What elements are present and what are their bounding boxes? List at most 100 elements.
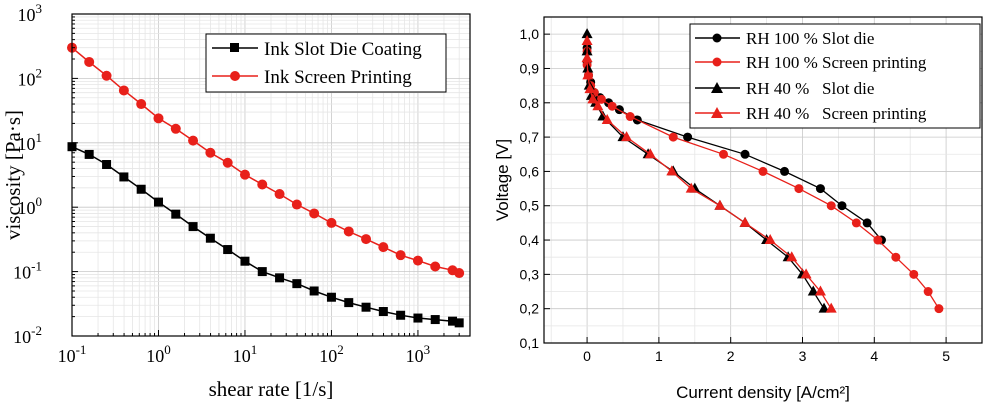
legend-label-rh40-screen: RH 40 % Screen printing [746,104,927,123]
viscosity-point-slot-die [344,298,354,308]
legend-marker-rh40-screen [711,107,723,118]
polarization-point-circle [873,235,883,245]
viscosity-point-screen-printing [84,56,95,67]
polarization-point-triangle [764,234,776,245]
viscosity-point-slot-die [119,172,129,182]
polarization-ticks: 0 1 2 3 4 5 0,1 0,2 0,3 0,4 0,5 0,6 0,7 0,8 0,9 1,0 [520,26,951,364]
polarization-point-triangle [582,69,594,80]
legend-label-slot-die: Ink Slot Die Coating [264,39,422,60]
viscosity-point-screen-printing [239,169,250,180]
legend-marker-rh40-slot [711,82,723,93]
viscosity-point-screen-printing [412,255,423,266]
polarization-y-tick-label: 1,0 [520,26,540,42]
polarization-point-triangle [814,285,826,296]
viscosity-y-tick-label: 10-1 [13,259,42,283]
polarization-point-circle [923,287,933,297]
viscosity-grid [71,14,471,337]
viscosity-x-axis-title: shear rate [1/s] [209,377,334,401]
viscosity-point-slot-die [84,149,94,159]
polarization-x-tick-label: 3 [799,348,807,364]
polarization-x-axis-title: Current density [A/cm²] [676,383,850,402]
viscosity-point-slot-die [205,233,215,243]
viscosity-point-screen-printing [343,226,354,237]
polarization-y-tick-label: 0,2 [520,301,540,317]
viscosity-point-screen-printing [309,208,320,219]
viscosity-x-tick-label: 10-1 [58,342,87,366]
polarization-y-tick-label: 0,8 [520,95,540,111]
viscosity-point-slot-die [223,245,233,255]
polarization-x-tick-label: 4 [870,348,878,364]
viscosity-point-slot-die [309,286,319,296]
viscosity-x-tick-label: 103 [406,342,431,366]
viscosity-point-slot-die [240,256,250,266]
polarization-y-tick-label: 0,4 [520,232,540,248]
viscosity-point-slot-die [361,302,371,312]
viscosity-point-screen-printing [430,261,441,272]
polarization-point-triangle [592,100,604,111]
viscosity-point-slot-die [292,279,302,289]
polarization-point-circle [934,304,944,314]
polarization-point-circle [668,132,678,142]
viscosity-point-slot-die [257,267,267,277]
legend-label-screen-printing: Ink Screen Printing [264,67,412,88]
viscosity-point-slot-die [153,197,163,207]
polarization-point-triangle [581,35,593,46]
viscosity-point-slot-die [378,307,388,317]
polarization-point-triangle [666,165,678,176]
polarization-point-triangle [581,28,593,39]
viscosity-point-slot-die [136,184,146,194]
viscosity-point-screen-printing [395,250,406,261]
viscosity-point-screen-printing [378,242,389,253]
polarization-y-tick-label: 0,5 [520,198,540,214]
polarization-y-tick-label: 0,7 [520,129,540,145]
viscosity-point-screen-printing [257,179,268,190]
polarization-point-circle [851,218,861,228]
viscosity-x-tick-label: 101 [233,342,257,366]
polarization-point-triangle [825,302,837,313]
polarization-point-circle [794,184,804,194]
polarization-point-triangle [587,93,599,104]
polarization-point-triangle [601,113,613,124]
viscosity-legend: Ink Slot Die Coating Ink Screen Printing [205,33,447,93]
polarization-point-triangle [786,251,798,262]
viscosity-point-screen-printing [101,70,112,81]
viscosity-legend-box [205,33,447,93]
viscosity-point-screen-printing [170,123,181,134]
polarization-x-tick-label: 1 [655,348,663,364]
polarization-point-triangle [685,182,697,193]
polarization-point-circle [826,201,836,211]
viscosity-y-tick-label: 102 [18,65,43,89]
polarization-point-triangle [714,199,726,210]
viscosity-point-screen-printing [222,157,233,168]
viscosity-point-slot-die [454,318,464,328]
polarization-y-tick-label: 0,1 [520,335,540,351]
polarization-point-circle [780,166,790,176]
legend-label-rh100-screen: RH 100 % Screen printing [746,53,927,72]
polarization-point-triangle [800,268,812,279]
legend-marker-screen-printing [230,71,240,81]
viscosity-x-tick-label: 100 [146,342,171,366]
polarization-point-triangle [584,83,596,94]
polarization-point-circle [891,252,901,262]
viscosity-y-axis-title: viscosity [Pa·s] [1,110,25,240]
polarization-y-tick-label: 0,9 [520,60,540,76]
polarization-x-tick-label: 0 [583,348,591,364]
polarization-point-circle [740,149,750,159]
polarization-point-circle [683,132,693,142]
polarization-x-tick-label: 5 [942,348,950,364]
legend-label-rh100-slot: RH 100 % Slot die [746,29,874,48]
viscosity-series [67,42,465,328]
viscosity-point-slot-die [171,209,181,219]
viscosity-point-slot-die [413,313,423,323]
polarization-point-triangle [807,285,819,296]
polarization-point-circle [607,101,617,111]
viscosity-point-screen-printing [153,113,164,124]
viscosity-point-screen-printing [205,147,216,158]
polarization-point-triangle [818,302,830,313]
polarization-point-circle [909,269,919,279]
viscosity-x-tick-label: 102 [319,342,344,366]
polarization-y-tick-label: 0,6 [520,163,540,179]
legend-marker-rh100-slot [712,33,722,43]
legend-marker-rh100-screen [712,57,722,67]
viscosity-point-screen-printing [361,234,372,245]
